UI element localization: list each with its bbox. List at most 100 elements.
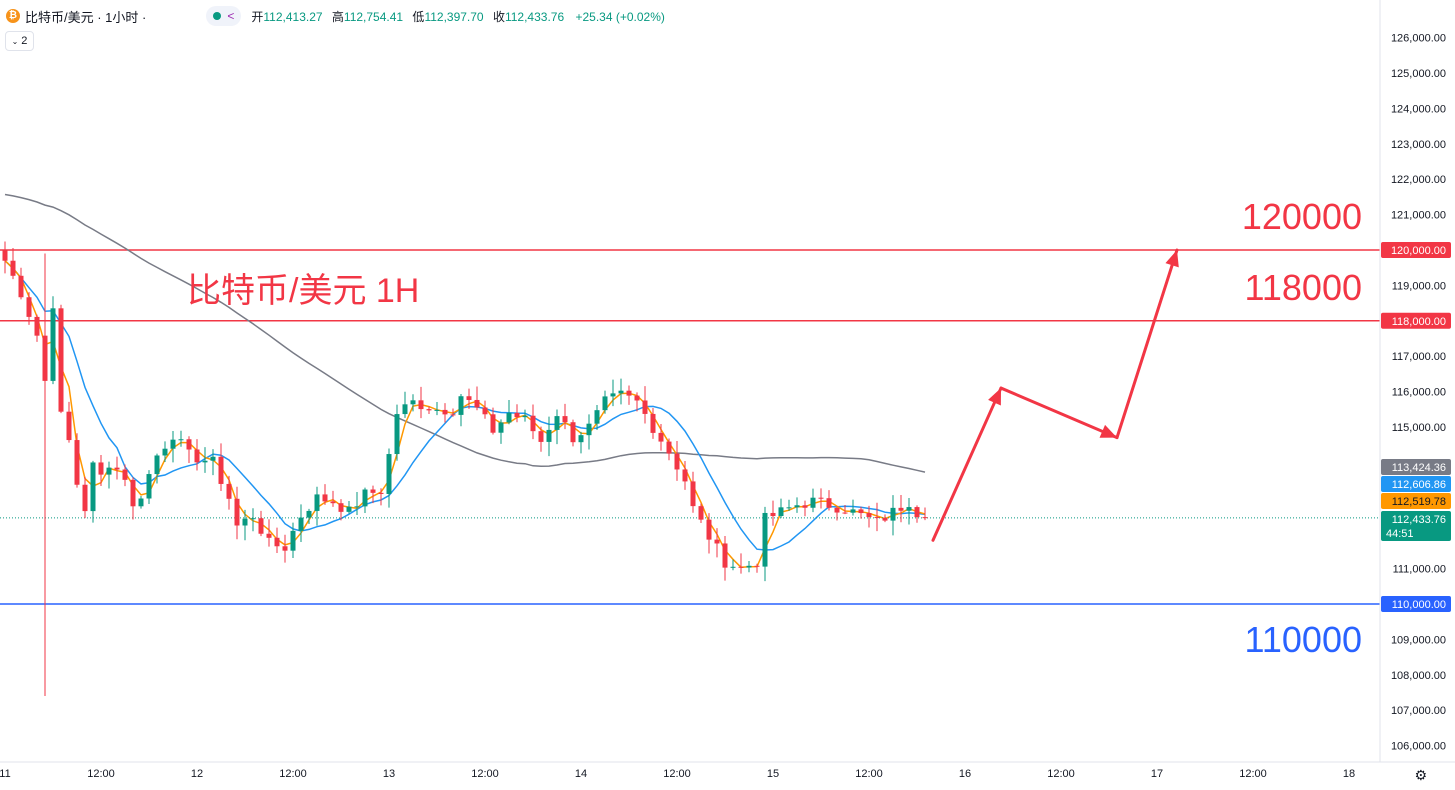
gear-icon[interactable]: ⚙	[1414, 767, 1427, 783]
candle-body	[434, 409, 440, 411]
candle-body	[794, 505, 800, 508]
time-tick-label: 12	[191, 768, 203, 780]
candle-body	[530, 415, 536, 432]
time-tick-label: 17	[1151, 768, 1163, 780]
last-price-tag-label: 112,433.76	[1392, 514, 1446, 526]
resistance-120000-big-label: 120000	[1242, 196, 1362, 237]
ohlc-high: 112,754.41	[343, 9, 404, 24]
candle-body	[706, 519, 712, 540]
candle-body	[186, 439, 192, 450]
candle-body	[738, 566, 744, 568]
candle-body	[90, 462, 96, 512]
arrow-head-icon	[988, 388, 1001, 406]
arrow-head-icon	[1099, 424, 1117, 438]
candle-body	[898, 507, 904, 511]
candle-body	[226, 483, 232, 499]
projection-arrows	[931, 248, 1179, 542]
candle-body	[410, 400, 416, 405]
candle-body	[690, 481, 696, 507]
projection-segment	[1115, 248, 1179, 440]
candle-body	[290, 530, 296, 551]
candle-body	[714, 539, 720, 544]
time-tick-label: 16	[959, 768, 971, 780]
time-tick-label: 12:00	[1047, 768, 1075, 780]
time-tick-label: 12:00	[663, 768, 691, 780]
candle-body	[666, 441, 672, 454]
candle-body	[170, 439, 176, 449]
candle-body	[554, 416, 560, 430]
candle-body	[10, 260, 16, 276]
candle-body	[826, 498, 832, 508]
time-tick-label: 18	[1343, 768, 1355, 780]
candle-body	[26, 297, 32, 317]
candle-body	[634, 395, 640, 401]
candle-body	[274, 537, 280, 547]
candle-body	[922, 517, 928, 519]
candle-body	[514, 412, 520, 418]
candle-body	[234, 498, 240, 526]
ma-slow-line	[4, 193, 926, 473]
status-pill[interactable]: <	[206, 6, 242, 26]
candle-body	[818, 497, 824, 499]
candle-body	[650, 413, 656, 433]
time-tick-label: 12:00	[87, 768, 115, 780]
price-tick-label: 123,000.00	[1391, 139, 1446, 151]
level-lines	[0, 249, 1380, 605]
candle-body	[498, 422, 504, 433]
price-tick-label: 122,000.00	[1391, 174, 1446, 186]
candle-body	[138, 498, 144, 507]
candle-body	[834, 507, 840, 513]
symbol-header: ₿ 比特币/美元 · 1小时 · < 开112,413.27 高112,754.…	[6, 6, 665, 26]
ma-orange-tag	[1381, 493, 1451, 509]
time-axis: 11 12:00 12 12:00 13 12:00 14 12:00 15 12:00 16 12:…	[0, 761, 1455, 780]
candle-body	[178, 439, 184, 441]
candle-body	[426, 409, 432, 411]
ma-gray-tag	[1381, 459, 1451, 475]
candle-body	[682, 469, 688, 482]
candle-body	[906, 507, 912, 511]
candle-body	[730, 566, 736, 568]
candle-body	[490, 414, 496, 433]
candle-body	[162, 448, 168, 456]
candle-body	[586, 423, 592, 436]
candle-body	[810, 497, 816, 508]
resistance-118000-tag-label: 118,000.00	[1392, 316, 1446, 328]
candle-body	[338, 503, 344, 512]
level-big-labels: 120000 118000 110000	[1242, 196, 1362, 660]
candle-body	[258, 518, 264, 534]
candle-body	[202, 460, 208, 463]
candle-body	[362, 489, 368, 507]
arrow-head-icon	[1165, 250, 1179, 268]
ohlc-low: 112,397.70	[424, 9, 484, 24]
candle-body	[746, 565, 752, 568]
candle-body	[890, 507, 896, 521]
symbol-title[interactable]: 比特币/美元 · 1小时 ·	[25, 9, 147, 25]
candle-body	[74, 440, 80, 485]
candle-body	[386, 454, 392, 494]
candle-body	[242, 518, 248, 526]
price-tick-label: 108,000.00	[1391, 670, 1446, 682]
candle-body	[122, 469, 128, 480]
time-tick-label: 12:00	[1239, 768, 1267, 780]
candle-body	[482, 407, 488, 415]
support-110000-tag-label: 110,000.00	[1392, 599, 1446, 611]
candle-body	[354, 506, 360, 508]
candle-body	[802, 505, 808, 508]
ma-blue-tag	[1381, 476, 1451, 492]
candle-body	[42, 335, 48, 381]
indicator-collapse-button[interactable]: ⌄ 2	[5, 31, 34, 51]
market-status-icon	[213, 12, 222, 20]
ma-mid-line	[4, 260, 926, 551]
resistance-120000-tag	[1381, 242, 1451, 258]
candle-body	[458, 396, 464, 415]
price-tick-label: 119,000.00	[1392, 280, 1446, 292]
last-price-tag-countdown: 44:51	[1386, 528, 1414, 540]
bitcoin-icon: ₿	[6, 9, 20, 23]
candle-body	[346, 506, 352, 512]
resistance-118000-tag	[1381, 312, 1451, 329]
candle-body	[858, 509, 864, 514]
projection-segment	[931, 386, 1003, 542]
candle-body	[210, 456, 216, 461]
time-tick-label: 12:00	[279, 768, 307, 780]
